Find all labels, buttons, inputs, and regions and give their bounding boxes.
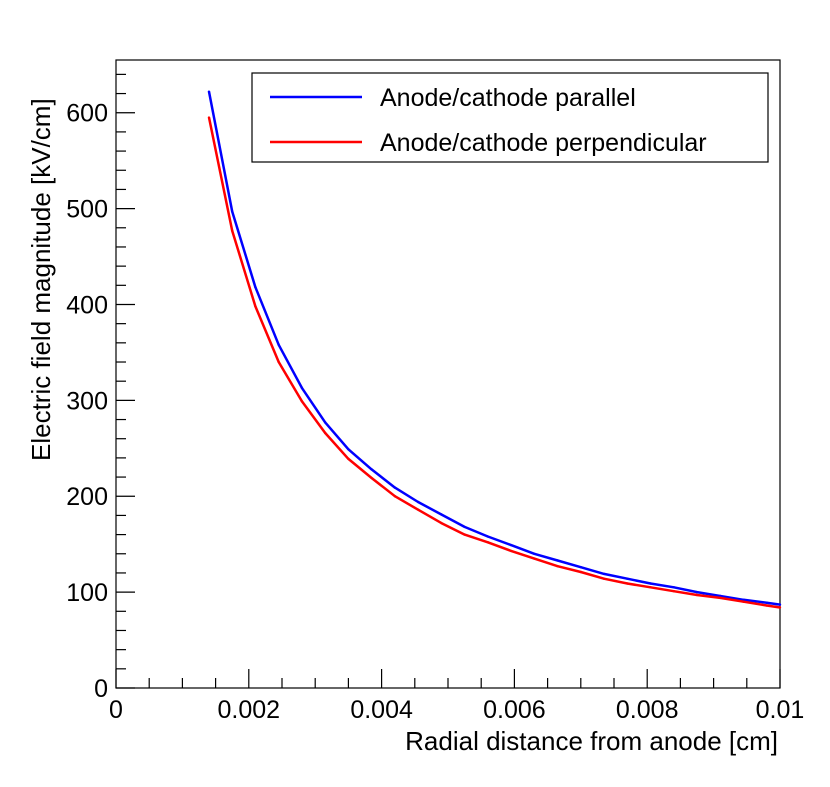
- data-point: [393, 495, 397, 498]
- data-point: [579, 565, 582, 569]
- data-point: [440, 521, 443, 525]
- data-point: [277, 343, 280, 346]
- data-point: [254, 305, 257, 308]
- data-point: [486, 535, 490, 538]
- data-point: [231, 210, 234, 213]
- y-tick-label: 300: [66, 387, 108, 415]
- data-point: [672, 589, 675, 593]
- series-line-1: [207, 117, 781, 609]
- data-point: [463, 525, 466, 529]
- y-tick-label: 200: [66, 483, 108, 511]
- data-point: [649, 582, 652, 585]
- series-layer: [207, 90, 782, 609]
- data-point: [533, 557, 536, 560]
- data-point: [347, 448, 350, 451]
- data-point: [626, 582, 629, 585]
- series-line-0: [207, 91, 781, 606]
- data-point: [765, 604, 768, 607]
- legend-label-perpendicular: Anode/cathode perpendicular: [380, 129, 707, 157]
- data-point: [778, 606, 782, 609]
- data-point: [440, 513, 443, 516]
- data-point: [323, 431, 327, 435]
- data-point: [370, 476, 373, 480]
- legend: Anode/cathode parallel Anode/cathode per…: [251, 72, 769, 163]
- data-point: [207, 90, 211, 93]
- data-point: [672, 586, 675, 589]
- data-point: [765, 601, 768, 604]
- y-axis-title: Electric field magnitude [kV/cm]: [26, 98, 56, 461]
- x-tick-label: 0: [109, 696, 123, 724]
- data-point: [695, 590, 699, 594]
- data-point: [416, 500, 420, 504]
- data-point: [300, 400, 304, 403]
- data-point: [556, 565, 559, 568]
- data-point: [277, 360, 280, 364]
- data-point: [416, 508, 420, 511]
- data-point: [626, 577, 629, 580]
- data-point: [579, 570, 582, 574]
- y-tick-label: 0: [94, 675, 108, 703]
- data-point: [533, 552, 536, 555]
- x-tick-label: 0.008: [616, 696, 679, 724]
- legend-label-parallel: Anode/cathode parallel: [380, 84, 636, 112]
- data-point: [393, 486, 397, 489]
- data-point: [719, 596, 722, 600]
- data-point: [556, 559, 559, 562]
- data-point: [370, 468, 373, 471]
- data-point: [742, 600, 745, 603]
- y-tick-label: 400: [66, 291, 108, 319]
- data-point: [300, 386, 304, 390]
- y-tick-label: 600: [66, 100, 108, 128]
- x-tick-label: 0.006: [483, 696, 546, 724]
- data-point: [602, 572, 606, 576]
- data-point: [509, 543, 513, 547]
- data-point: [719, 594, 722, 598]
- x-tick-label: 0.01: [756, 696, 805, 724]
- data-point: [695, 593, 699, 597]
- data-point: [778, 603, 782, 606]
- data-point: [649, 586, 652, 589]
- data-point: [602, 577, 606, 580]
- data-point: [323, 421, 327, 424]
- x-axis-title: Radial distance from anode [cm]: [405, 726, 778, 756]
- data-point: [486, 541, 490, 544]
- data-point: [231, 229, 234, 232]
- data-point: [207, 116, 211, 119]
- axis-ticks: 0 0.002 0.004 0.006 0.008 0.01 0 100 200 300 400 50…: [66, 73, 805, 724]
- x-tick-label: 0.002: [218, 696, 281, 724]
- y-tick-label: 500: [66, 196, 108, 224]
- legend-box: [251, 72, 769, 163]
- data-point: [347, 457, 350, 461]
- data-point: [463, 533, 466, 536]
- data-point: [254, 286, 257, 289]
- x-tick-label: 0.004: [350, 696, 413, 724]
- y-tick-label: 100: [66, 579, 108, 607]
- data-point: [509, 549, 513, 553]
